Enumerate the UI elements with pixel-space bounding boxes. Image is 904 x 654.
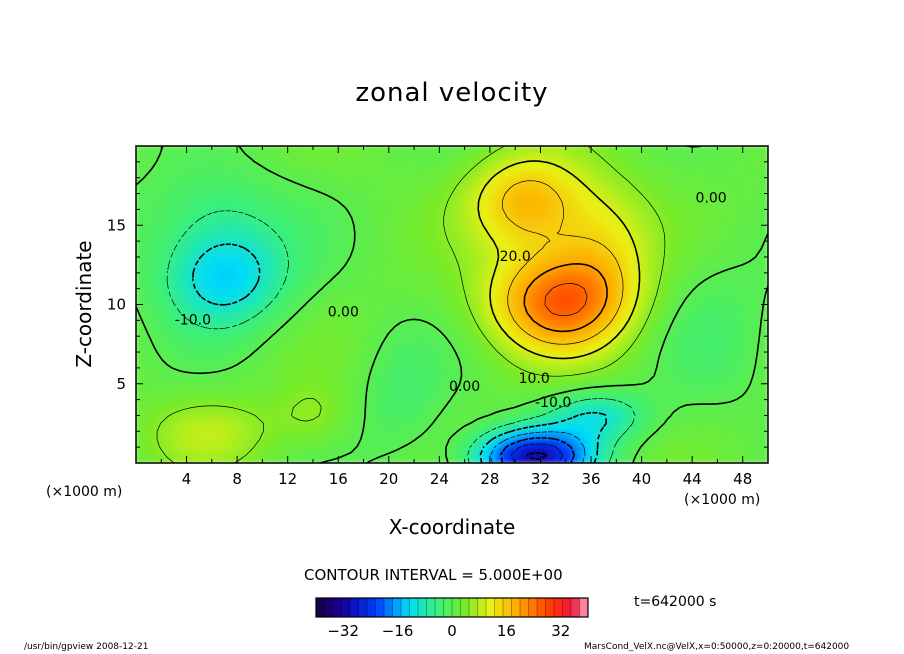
x-tick-label: 32	[531, 470, 550, 488]
x-tick-label: 4	[182, 470, 192, 488]
colorbar-swatch	[477, 598, 487, 617]
x-unit-label-left: (×1000 m)	[46, 484, 123, 500]
contour-line	[192, 243, 607, 463]
colorbar-swatch	[528, 598, 538, 617]
y-tick-label: 10	[107, 296, 126, 314]
x-tick-label: 12	[278, 470, 297, 488]
contour-interval-label: CONTOUR INTERVAL = 5.000E+00	[304, 566, 563, 584]
contour-label: -10.0	[175, 312, 211, 328]
colorbar-swatch	[579, 598, 589, 617]
colorbar-swatch	[324, 598, 334, 617]
colorbar-swatch	[469, 598, 478, 617]
y-tick-label: 5	[116, 375, 126, 393]
footer-program-date: /usr/bin/gpview 2008-12-21	[24, 642, 149, 652]
colorbar-tick-label: −16	[382, 622, 414, 640]
contour-line	[156, 146, 666, 463]
colorbar-swatch	[333, 598, 342, 617]
chart-title: zonal velocity	[355, 78, 549, 108]
colorbar-tick-label: 32	[551, 622, 570, 640]
colorbar-swatch	[392, 598, 402, 617]
contour-line	[544, 283, 588, 317]
colorbar-swatch	[401, 598, 410, 617]
colorbar-swatch	[511, 598, 521, 617]
contour-line	[499, 437, 575, 463]
colorbar-swatch	[562, 598, 572, 617]
contour-label: 20.0	[500, 249, 531, 265]
colorbar-swatch	[545, 598, 555, 617]
colorbar: −32 −16 0 16 32	[315, 597, 589, 640]
contour-line	[526, 452, 547, 461]
colorbar-swatch	[316, 598, 325, 617]
colorbar-swatch	[426, 598, 436, 617]
colorbar-frame	[315, 597, 589, 618]
contour-label: 0.00	[328, 304, 359, 320]
x-unit-label-right: (×1000 m)	[684, 492, 761, 508]
contour-line	[501, 180, 624, 345]
time-label: t=642000 s	[634, 594, 717, 610]
colorbar-swatch	[452, 598, 461, 617]
colorbar-swatch	[418, 598, 427, 617]
colorbar-swatch	[350, 598, 359, 617]
x-axis-label: X-coordinate	[388, 515, 516, 539]
contour-line	[490, 431, 586, 463]
colorbar-swatch	[503, 598, 512, 617]
colorbar-swatch	[409, 598, 419, 617]
velocity-field	[136, 146, 768, 463]
contour-line	[523, 263, 608, 333]
colorbar-tick-label: 16	[497, 622, 516, 640]
colorbar-swatch	[341, 598, 351, 617]
colorbar-swatch	[367, 598, 376, 617]
contour-line	[166, 210, 636, 463]
colorbar-swatch	[375, 598, 385, 617]
contour-label: 10.0	[519, 371, 550, 387]
colorbar-swatch	[571, 598, 580, 617]
footer-source-file: MarsCond_VelX.nc@VelX,x=0:50000,z=0:2000…	[584, 642, 850, 652]
colorbar-swatch	[554, 598, 563, 617]
x-tick-label: 44	[683, 470, 702, 488]
contour-label: 0.00	[696, 190, 727, 206]
y-tick-label: 15	[107, 216, 126, 234]
colorbar-swatch	[486, 598, 495, 617]
colorbar-swatch	[494, 598, 504, 617]
x-tick-label: 28	[480, 470, 499, 488]
colorbar-tick-label: 0	[447, 622, 457, 640]
contour-lines	[136, 146, 768, 463]
contour-label: -10.0	[535, 395, 571, 411]
contour-line	[477, 160, 641, 360]
x-tick-label: 48	[733, 470, 752, 488]
x-tick-label: 36	[581, 470, 600, 488]
colorbar-swatch	[520, 598, 529, 617]
colorbar-swatch	[443, 598, 453, 617]
colorbar-swatch	[384, 598, 393, 617]
x-tick-label: 40	[632, 470, 651, 488]
x-tick-label: 24	[430, 470, 449, 488]
x-tick-label: 8	[232, 470, 242, 488]
contour-label: 0.00	[449, 379, 480, 395]
colorbar-swatch	[358, 598, 368, 617]
contour-labels: 20.0 10.0 -10.0 0.00 -10.0 0.00 0.00	[175, 190, 727, 410]
colorbar-swatch	[460, 598, 470, 617]
x-tick-label: 16	[329, 470, 348, 488]
y-axis-label: Z-coordinate	[72, 240, 96, 368]
colorbar-tick-label: −32	[327, 622, 359, 640]
colorbar-swatch	[537, 598, 546, 617]
x-tick-label: 20	[379, 470, 398, 488]
colorbar-swatch	[435, 598, 444, 617]
